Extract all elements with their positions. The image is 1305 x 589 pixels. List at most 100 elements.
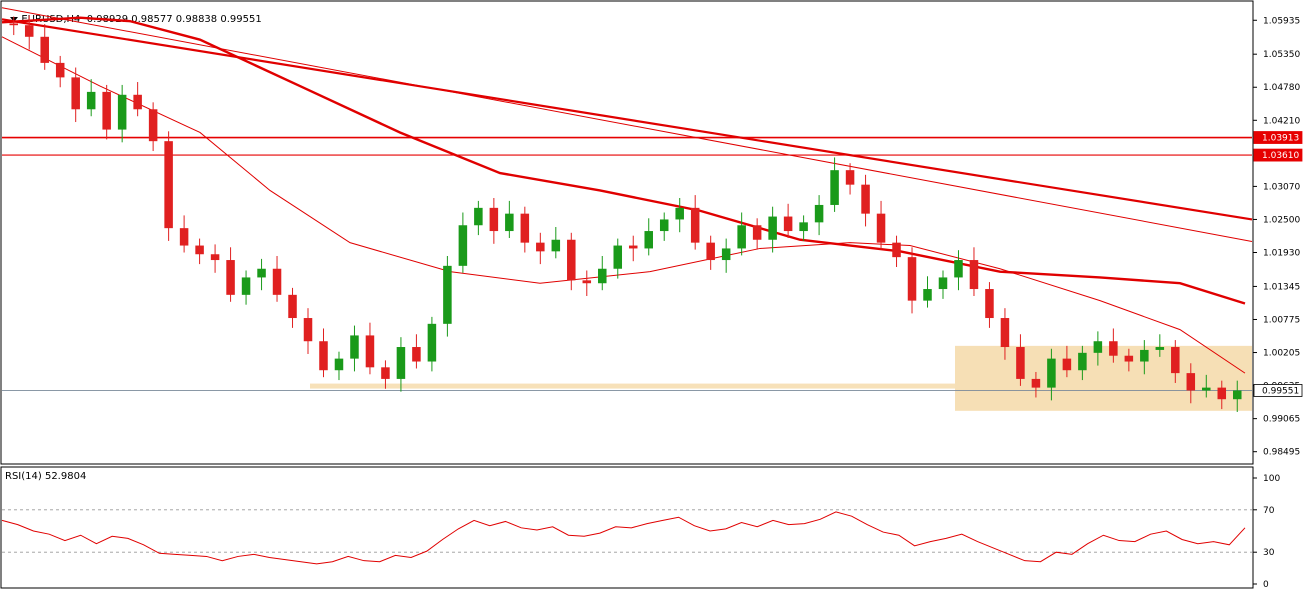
- rsi-tick-label: 0: [1263, 580, 1269, 589]
- main-panel-frame: [0, 0, 1254, 465]
- candle-bear: [1171, 347, 1180, 374]
- candle-bull: [334, 358, 344, 371]
- candle-bull: [659, 219, 669, 232]
- candle-bull: [551, 239, 561, 252]
- trendline-upper: [1, 18, 1253, 221]
- candle-bear: [628, 245, 638, 249]
- candle-bull: [1078, 352, 1087, 371]
- candle-bear: [164, 141, 173, 229]
- candle-bull: [768, 216, 777, 240]
- price-tick-label: 1.01930: [1263, 249, 1300, 259]
- candle-bear: [567, 239, 576, 281]
- candle-bull: [613, 245, 623, 269]
- price-tick-label: 1.03070: [1263, 182, 1300, 192]
- candle-bear: [1186, 373, 1196, 391]
- rsi-tick-label: 30: [1263, 548, 1275, 558]
- candle-bear: [133, 94, 142, 110]
- price-tick-label: 1.02500: [1263, 215, 1300, 225]
- candle-bull: [1093, 341, 1103, 353]
- candle-bull: [505, 213, 514, 232]
- candle-bear: [179, 228, 189, 246]
- candle-bull: [1047, 358, 1056, 388]
- candle-bull: [644, 231, 653, 249]
- candle-bear: [582, 280, 592, 284]
- candle-bear: [706, 242, 715, 261]
- price-tick-label: 1.05935: [1263, 16, 1300, 26]
- candle-bull: [86, 91, 96, 110]
- rsi-tick-label: 100: [1263, 474, 1280, 484]
- price-flag-label: 0.99551: [1262, 386, 1299, 396]
- price-flag: [1253, 148, 1303, 162]
- ma-slow: [1, 16, 1246, 305]
- price-tick-label: 1.01345: [1263, 282, 1300, 292]
- candle-bull: [737, 225, 746, 249]
- ma-medium: [1, 36, 1246, 374]
- candle-bear: [752, 225, 762, 240]
- candle-bear: [489, 207, 499, 232]
- candle-bear: [365, 335, 375, 368]
- price-tick-label: 0.99065: [1263, 415, 1300, 425]
- candle-bear: [412, 347, 421, 362]
- price-tick-label: 1.00775: [1263, 315, 1300, 325]
- price-tick-label: 0.98495: [1263, 448, 1300, 458]
- candle-bull: [1155, 347, 1165, 350]
- candle-bear: [9, 23, 19, 26]
- candle-bear: [102, 91, 111, 130]
- candle-bull: [814, 204, 824, 223]
- candle-bull: [458, 225, 468, 266]
- candle-bear: [303, 318, 313, 342]
- candle-bull: [350, 335, 359, 359]
- candle-bear: [969, 260, 979, 290]
- price-tick-label: 1.05350: [1263, 50, 1300, 60]
- candle-bear: [861, 184, 870, 214]
- candle-bull: [923, 289, 932, 301]
- candle-bear: [55, 62, 65, 78]
- candle-bull: [799, 222, 808, 232]
- candle-bear: [319, 341, 328, 371]
- candle-bear: [1217, 387, 1227, 400]
- candle-bear: [226, 260, 235, 295]
- candle-bear: [1000, 318, 1010, 348]
- candle-bull: [721, 248, 731, 261]
- price-tick-label: 1.00205: [1263, 349, 1300, 359]
- candle-bull: [1202, 387, 1211, 391]
- support-line-zone: [310, 383, 955, 389]
- candle-bull: [954, 260, 963, 278]
- candle-bear: [1062, 358, 1072, 371]
- candle-bear: [195, 245, 204, 255]
- candle-bear: [985, 289, 994, 319]
- candle-bull: [1140, 349, 1149, 362]
- rsi-tick-label: 70: [1263, 506, 1275, 516]
- candle-bear: [40, 36, 49, 63]
- candle-bear: [690, 207, 700, 243]
- candle-bull: [598, 268, 607, 284]
- candle-bear: [24, 25, 34, 37]
- price-flag-label: 1.03913: [1262, 134, 1299, 144]
- candle-bear: [1031, 378, 1041, 388]
- candle-bull: [474, 207, 483, 226]
- collapse-triangle-icon[interactable]: [10, 16, 19, 22]
- candle-bull: [830, 170, 839, 205]
- candle-bear: [1016, 347, 1025, 379]
- candle-bear: [381, 367, 390, 379]
- candle-bear: [907, 257, 917, 301]
- price-flag: [1253, 131, 1303, 144]
- rsi-label: RSI(14) 52.9804: [5, 471, 87, 482]
- candle-bull: [675, 207, 684, 220]
- candle-bull: [241, 277, 251, 295]
- candle-bull: [938, 277, 948, 290]
- candle-bull: [396, 347, 406, 379]
- candle-bear: [845, 170, 855, 185]
- rsi-panel-frame: [0, 466, 1254, 589]
- candle-bear: [892, 242, 901, 258]
- candle-bear: [1124, 355, 1134, 362]
- candle-bear: [783, 216, 793, 232]
- rsi-line: [1, 511, 1246, 565]
- candle-bear: [876, 213, 886, 243]
- price-tick-label: 1.04210: [1263, 116, 1300, 126]
- candle-bear: [288, 294, 297, 319]
- candle-bull: [257, 268, 266, 278]
- candle-bear: [272, 268, 282, 295]
- support-zone: [955, 345, 1252, 411]
